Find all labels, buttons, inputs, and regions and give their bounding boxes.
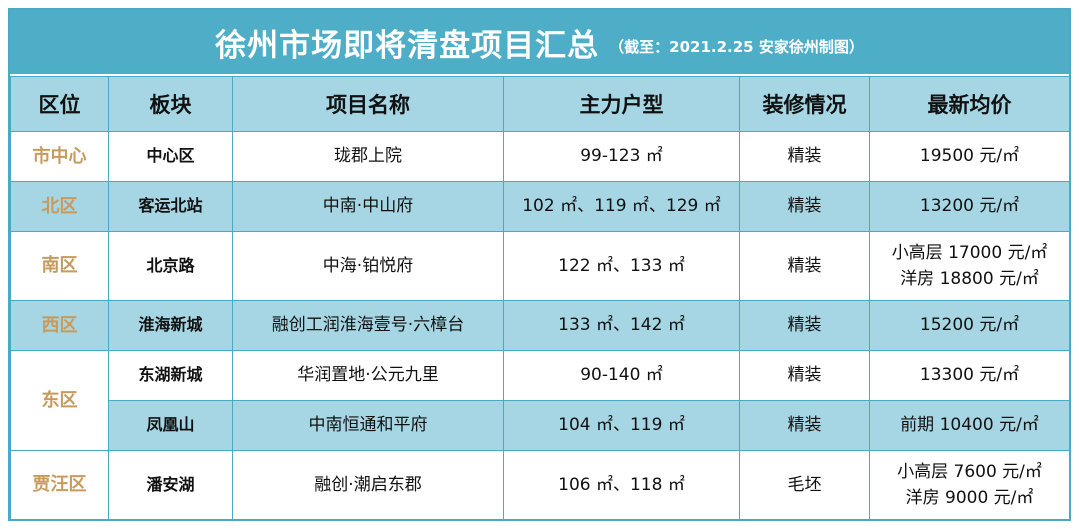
title-note: （截至：2021.2.25 安家徐州制图）: [609, 37, 864, 56]
project-cell: 珑郡上院: [232, 131, 504, 182]
table-row: 东区 东湖新城 华润置地·公元九里 90-140 ㎡ 精装 13300 元/㎡: [10, 350, 1070, 451]
price-cell: 前期 10400 元/㎡: [869, 400, 1070, 451]
district-cell: 北区: [10, 181, 109, 232]
projects-table: 区位 板块 项目名称 主力户型 装修情况 最新均价 市中心 中心区 珑郡上院 9…: [10, 76, 1070, 520]
project-cell: 华润置地·公元九里: [232, 350, 504, 401]
price-cell: 13200 元/㎡: [869, 181, 1070, 232]
decor-cell: 精装: [739, 400, 870, 451]
price-cell: 小高层 7600 元/㎡ 洋房 9000 元/㎡: [869, 450, 1070, 520]
district-cell: 西区: [10, 300, 109, 351]
table-row: 西区 淮海新城 融创工润淮海壹号·六樟台 133 ㎡、142 ㎡ 精装 1520…: [10, 300, 1070, 351]
block-cell: 潘安湖: [108, 450, 233, 520]
units-cell: 133 ㎡、142 ㎡: [503, 300, 740, 351]
price-line: 洋房 9000 元/㎡: [905, 488, 1034, 508]
decor-cell: 精装: [739, 131, 870, 182]
district-cell: 南区: [10, 231, 109, 301]
column-header-decor: 装修情况: [739, 76, 870, 132]
price-line: 13200 元/㎡: [919, 196, 1020, 217]
price-cell: 15200 元/㎡: [869, 300, 1070, 351]
units-cell: 122 ㎡、133 ㎡: [503, 231, 740, 301]
units-cell: 102 ㎡、119 ㎡、129 ㎡: [503, 181, 740, 232]
page-title: 徐州市场即将清盘项目汇总: [215, 27, 600, 64]
project-cell: 融创·潮启东郡: [232, 450, 504, 520]
units-cell: 90-140 ㎡: [503, 350, 740, 401]
column-header-district: 区位: [10, 76, 109, 132]
column-header-units: 主力户型: [503, 76, 740, 132]
project-cell: 中海·铂悦府: [232, 231, 504, 301]
column-header-project: 项目名称: [232, 76, 504, 132]
price-line: 前期 10400 元/㎡: [900, 415, 1039, 436]
decor-cell: 毛坯: [739, 450, 870, 520]
block-cell: 凤凰山: [108, 400, 233, 451]
price-line: 13300 元/㎡: [919, 365, 1020, 386]
units-cell: 104 ㎡、119 ㎡: [503, 400, 740, 451]
block-cell: 淮海新城: [108, 300, 233, 351]
project-cell: 中南·中山府: [232, 181, 504, 232]
district-cell: 市中心: [10, 131, 109, 182]
summary-table-card: 徐州市场即将清盘项目汇总 （截至：2021.2.25 安家徐州制图） 区位 板块…: [8, 8, 1071, 521]
decor-cell: 精装: [739, 300, 870, 351]
district-cell: 贾汪区: [10, 450, 109, 520]
project-cell: 中南恒通和平府: [232, 400, 504, 451]
price-line: 19500 元/㎡: [919, 146, 1020, 167]
project-cell: 融创工润淮海壹号·六樟台: [232, 300, 504, 351]
block-cell: 北京路: [108, 231, 233, 301]
table-row: 市中心 中心区 珑郡上院 99-123 ㎡ 精装 19500 元/㎡: [10, 131, 1070, 182]
price-cell: 19500 元/㎡: [869, 131, 1070, 182]
title-bar: 徐州市场即将清盘项目汇总 （截至：2021.2.25 安家徐州制图）: [10, 10, 1069, 76]
block-cell: 中心区: [108, 131, 233, 182]
units-cell: 106 ㎡、118 ㎡: [503, 450, 740, 520]
table-row: 南区 北京路 中海·铂悦府 122 ㎡、133 ㎡ 精装 小高层 17000 元…: [10, 231, 1070, 301]
price-cell: 小高层 17000 元/㎡ 洋房 18800 元/㎡: [869, 231, 1070, 301]
table-row: 凤凰山 中南恒通和平府 104 ㎡、119 ㎡ 精装 前期 10400 元/㎡: [11, 400, 1070, 451]
price-line: 小高层 17000 元/㎡: [891, 242, 1048, 263]
price-line: 15200 元/㎡: [919, 315, 1020, 336]
block-cell: 东湖新城: [108, 350, 233, 401]
column-header-block: 板块: [108, 76, 233, 132]
price-line: 洋房 18800 元/㎡: [900, 269, 1039, 289]
decor-cell: 精装: [739, 181, 870, 232]
table-row: 贾汪区 潘安湖 融创·潮启东郡 106 ㎡、118 ㎡ 毛坯 小高层 7600 …: [10, 450, 1070, 520]
table-header-row: 区位 板块 项目名称 主力户型 装修情况 最新均价: [10, 76, 1070, 132]
decor-cell: 精装: [739, 231, 870, 301]
price-line: 小高层 7600 元/㎡: [897, 461, 1042, 482]
column-header-price: 最新均价: [869, 76, 1070, 132]
table-row: 北区 客运北站 中南·中山府 102 ㎡、119 ㎡、129 ㎡ 精装 1320…: [10, 181, 1070, 232]
decor-cell: 精装: [739, 350, 870, 401]
price-cell: 13300 元/㎡: [869, 350, 1070, 401]
units-cell: 99-123 ㎡: [503, 131, 740, 182]
block-cell: 客运北站: [108, 181, 233, 232]
district-cell: 东区: [10, 350, 109, 451]
